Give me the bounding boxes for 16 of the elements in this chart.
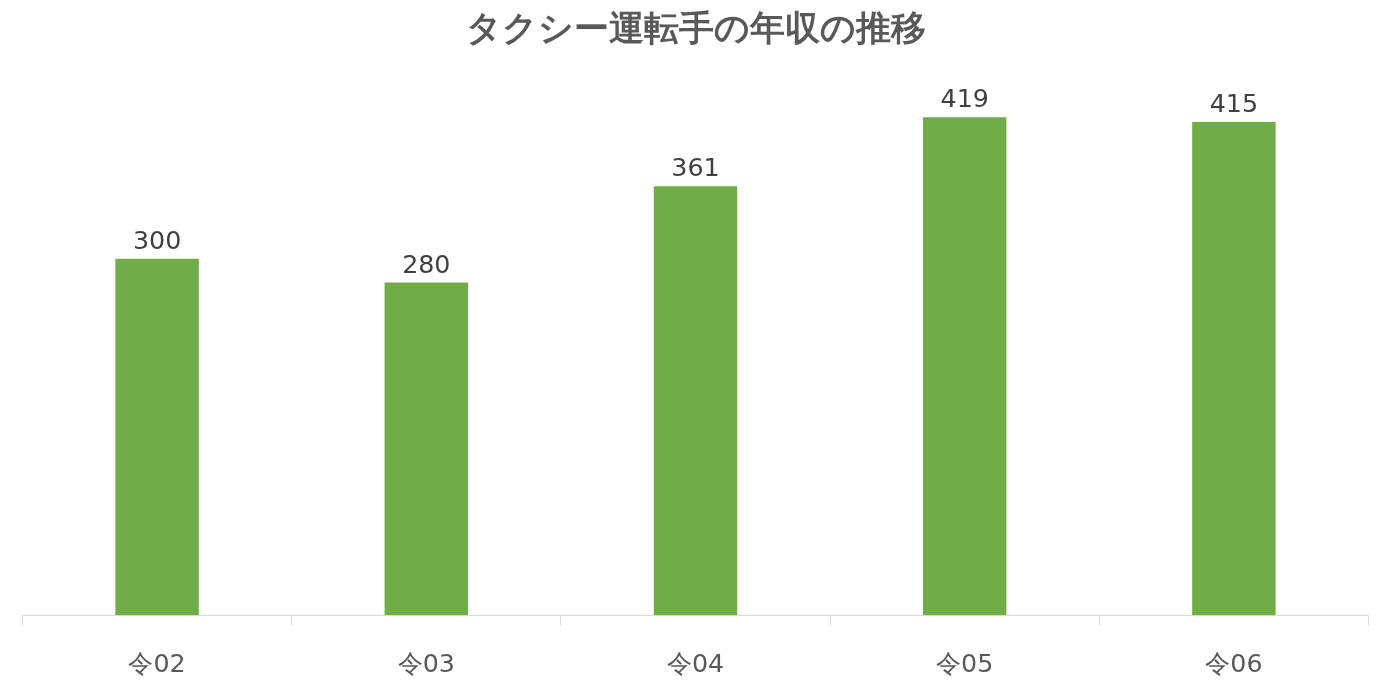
bar: [384, 282, 469, 616]
data-label: 419: [940, 83, 989, 114]
chart-title: タクシー運転手の年収の推移: [465, 7, 926, 48]
data-label: 361: [671, 152, 720, 183]
x-tick-label: 令06: [1205, 647, 1263, 678]
x-tick-label: 令05: [936, 647, 994, 678]
bar: [653, 186, 738, 616]
bar: [922, 117, 1007, 616]
data-label: 300: [132, 224, 182, 255]
x-tick-label: 令03: [397, 647, 455, 678]
data-label: 415: [1209, 88, 1259, 119]
data-label: 280: [402, 248, 451, 279]
bar: [1192, 122, 1276, 616]
bar: [115, 258, 199, 616]
x-tick-label: 令04: [666, 647, 725, 678]
x-tick-label: 令02: [128, 647, 186, 678]
